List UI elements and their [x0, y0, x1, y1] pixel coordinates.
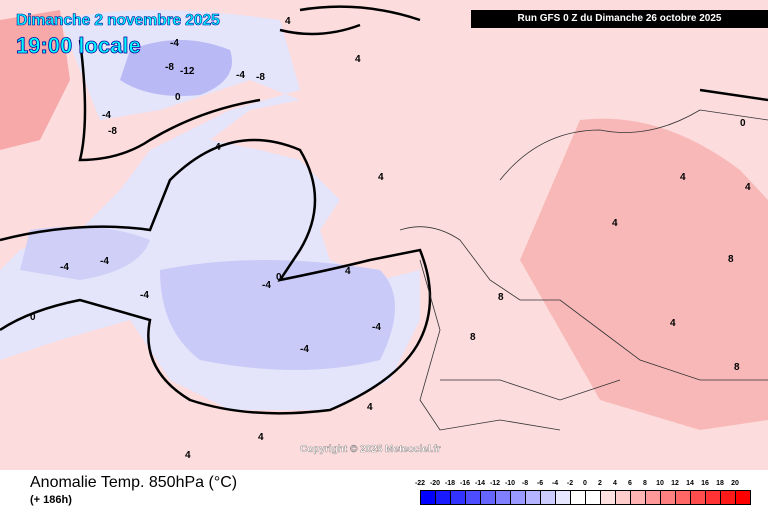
contour-label: 0: [175, 92, 181, 103]
legend-tick-label: -2: [566, 480, 574, 487]
legend-color-swatch: [721, 491, 736, 504]
legend-color-swatch: [691, 491, 706, 504]
legend-tick-label: 4: [613, 480, 617, 487]
legend-tick-label: -12: [489, 480, 501, 487]
legend-color-swatch: [481, 491, 496, 504]
legend-color-swatch: [556, 491, 571, 504]
legend-tick-label: 0: [583, 480, 587, 487]
legend-tick-label: -4: [551, 480, 559, 487]
legend-color-swatch: [616, 491, 631, 504]
legend-tick-label: 12: [671, 480, 679, 487]
legend-color-swatch: [631, 491, 646, 504]
legend-color-swatch: [661, 491, 676, 504]
contour-label: 4: [215, 142, 221, 153]
contour-label: -8: [165, 62, 174, 73]
legend-color-swatch: [511, 491, 526, 504]
legend-tick-label: 18: [716, 480, 724, 487]
contour-label: -8: [108, 126, 117, 137]
legend-tick-label: 2: [598, 480, 602, 487]
forecast-date: Dimanche 2 novembre 2025: [16, 12, 220, 30]
coastlines: [399, 109, 768, 431]
contour-label: -12: [180, 66, 195, 77]
legend-tick-label: -8: [521, 480, 529, 487]
forecast-lead-time: (+ 186h): [30, 494, 72, 506]
contour-label: -4: [372, 322, 381, 333]
contour-label: 0: [30, 312, 36, 323]
contour-label: 4: [670, 318, 676, 329]
legend-tick-label: -18: [444, 480, 456, 487]
contour-label: 4: [345, 266, 351, 277]
contour-label: 4: [680, 172, 686, 183]
contour-label: 4: [355, 54, 361, 65]
forecast-time: 19:00 locale: [16, 33, 142, 59]
legend-tick-label: 6: [628, 480, 632, 487]
legend-tick-label: -6: [536, 480, 544, 487]
legend-color-swatch: [466, 491, 481, 504]
legend-tick-label: -16: [459, 480, 471, 487]
contour-label: 8: [498, 292, 504, 303]
warm-anomaly-greenland: [0, 10, 70, 150]
legend-color-swatch: [571, 491, 586, 504]
contour-label: 0: [740, 118, 746, 129]
map-shading: [0, 5, 768, 431]
model-run-info: Run GFS 0 Z du Dimanche 26 octobre 2025: [471, 10, 768, 28]
cold-core-greenland: [120, 40, 232, 96]
contour-label: 4: [367, 402, 373, 413]
legend-color-swatch: [421, 491, 436, 504]
contour-label: 4: [285, 16, 291, 27]
legend-color-swatch: [676, 491, 691, 504]
contour-label: 8: [470, 332, 476, 343]
legend-color-swatch: [451, 491, 466, 504]
contour-label: 8: [728, 254, 734, 265]
legend-tick-label: 8: [643, 480, 647, 487]
legend-color-swatch: [526, 491, 541, 504]
contour-label: -4: [140, 290, 149, 301]
legend-tick-label: 20: [731, 480, 739, 487]
contour-label: -4: [236, 70, 245, 81]
legend-color-swatch: [436, 491, 451, 504]
contour-label: 0: [276, 272, 282, 283]
contour-label: -4: [100, 256, 109, 267]
cold-core-atlantic: [160, 260, 395, 370]
legend-tick-label: 16: [701, 480, 709, 487]
contour-label: -4: [60, 262, 69, 273]
legend-title: Anomalie Temp. 850hPa (°C): [30, 474, 238, 491]
legend-color-swatch: [601, 491, 616, 504]
contour-label: 4: [745, 182, 751, 193]
legend-ticks: -22 -20 -18 -16 -14 -12 -10 -8 -6 -4 -2 0 2 4 6 8 10 12 14…: [412, 480, 757, 490]
contour-label: -4: [102, 110, 111, 121]
legend-color-swatch: [646, 491, 661, 504]
copyright: Copyright © 2025 Meteociel.fr: [300, 444, 441, 455]
contour-label: -4: [262, 280, 271, 291]
contour-label: 8: [734, 362, 740, 373]
legend-tick-label: -14: [474, 480, 486, 487]
contour-label: -8: [256, 72, 265, 83]
legend-tick-label: -20: [429, 480, 441, 487]
legend-tick-label: -22: [414, 480, 426, 487]
warm-anomaly-east-europe: [520, 118, 768, 431]
contour-label: 4: [258, 432, 264, 443]
legend-tick-label: 10: [656, 480, 664, 487]
legend-color-swatch: [706, 491, 721, 504]
contour-label: -4: [170, 38, 179, 49]
legend-color-swatch: [586, 491, 601, 504]
contour-label: -4: [300, 344, 309, 355]
color-scale: [420, 490, 751, 505]
zero-contours: [0, 5, 768, 415]
legend-color-swatch: [736, 491, 750, 504]
legend-color-swatch: [496, 491, 511, 504]
contour-label: 4: [185, 450, 191, 461]
legend-color-swatch: [541, 491, 556, 504]
temperature-anomaly-map: -4 -8 -12 -8 -4 0 4 -4 -8 4 4 0 -4 -4 -4…: [0, 0, 768, 470]
contour-label: 4: [612, 218, 618, 229]
contour-label: 4: [378, 172, 384, 183]
legend-tick-label: -10: [504, 480, 516, 487]
legend-tick-label: 14: [686, 480, 694, 487]
